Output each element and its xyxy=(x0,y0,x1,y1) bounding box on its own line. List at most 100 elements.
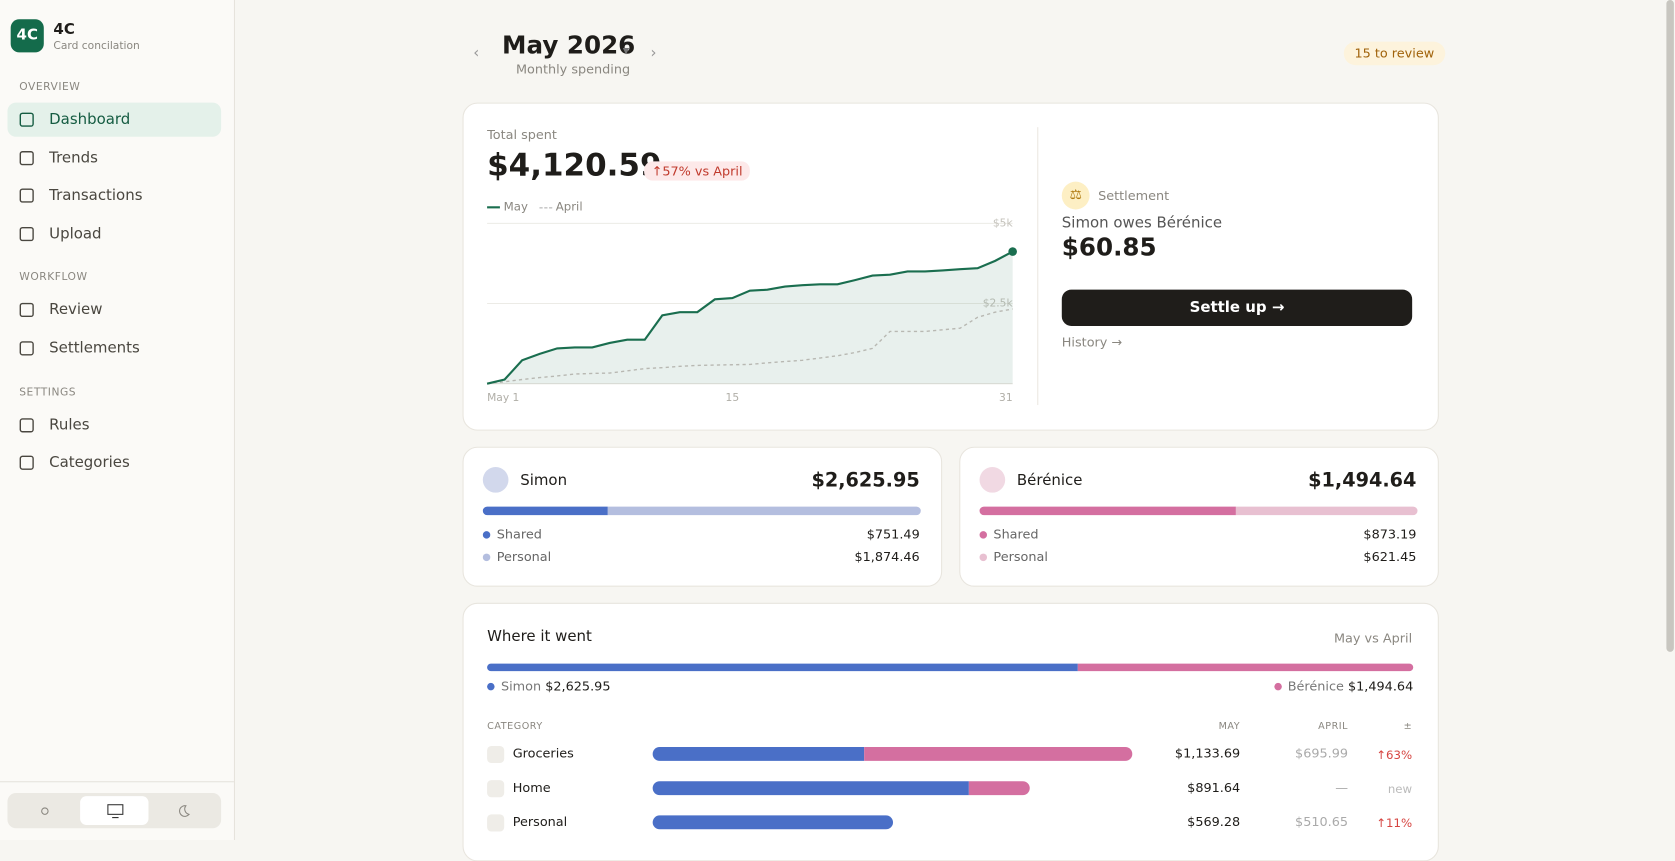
brand-subtitle: Card concilation xyxy=(53,40,140,53)
change-value: ↑11% xyxy=(1376,816,1413,831)
change-value: new xyxy=(1387,782,1413,797)
nav-label: Settlements xyxy=(49,339,140,357)
line-series xyxy=(486,250,1014,385)
next-month[interactable]: › xyxy=(650,44,657,62)
legend-label: April xyxy=(555,199,583,214)
end-point xyxy=(1008,247,1017,256)
theme-option-active[interactable] xyxy=(80,796,149,826)
prev-month[interactable]: ‹ xyxy=(473,44,480,62)
nav-icon xyxy=(19,226,34,241)
category-name: Home xyxy=(512,780,551,796)
sidebar: 4C 4C Card concilation xyxy=(0,0,236,840)
review-badge[interactable]: 15 to review xyxy=(1343,41,1445,66)
category-bar xyxy=(652,815,894,830)
split-legend: Simon $2,625.95 xyxy=(487,679,610,694)
person-card xyxy=(959,446,1439,587)
nav-item[interactable]: Dashboard xyxy=(7,102,222,137)
change-value: ↑63% xyxy=(1376,748,1413,762)
nav-label: Rules xyxy=(49,416,90,434)
legend: May April xyxy=(487,200,583,214)
row-label: Personal xyxy=(993,549,1048,565)
category-bar xyxy=(864,747,1133,761)
legend-total: $1,494.64 xyxy=(1347,678,1414,694)
divider xyxy=(0,781,234,783)
theme-switch xyxy=(7,792,222,829)
nav-label: Dashboard xyxy=(49,111,131,129)
settlement-text: Simon owes Bérénice xyxy=(1061,214,1223,232)
breakdown-title: Where it went xyxy=(487,628,592,646)
row-value: $621.45 xyxy=(1363,549,1417,565)
nav-item[interactable]: Trends xyxy=(7,141,221,175)
legend-dot xyxy=(482,531,491,539)
category-name: Personal xyxy=(512,814,568,830)
nav-icon xyxy=(19,341,34,356)
x-tick-label: 15 xyxy=(726,391,740,404)
nav-label: Review xyxy=(49,301,103,319)
nav-item[interactable]: Categories xyxy=(7,446,221,480)
split-legend: Bérénice $1,494.64 xyxy=(1273,678,1414,694)
summary-card xyxy=(462,102,1439,431)
divider xyxy=(1037,127,1039,406)
nav-item[interactable]: Upload xyxy=(7,217,221,251)
system-icon[interactable] xyxy=(107,804,124,819)
nav-item[interactable]: Transactions xyxy=(7,179,221,213)
month-title[interactable]: May 2026 xyxy=(502,32,636,60)
legend-dot xyxy=(487,682,495,691)
y-tick-label: $5k xyxy=(993,217,1014,230)
legend-name: Bérénice xyxy=(1287,678,1344,694)
section-title: WORKFLOW xyxy=(19,271,88,284)
nav-icon xyxy=(19,188,34,203)
person-name: Simon xyxy=(520,472,568,490)
settle-button[interactable]: Settle up → xyxy=(1061,289,1413,326)
column-header: MAY xyxy=(1218,721,1241,733)
row-label: Shared xyxy=(993,526,1039,542)
category-icon xyxy=(487,780,505,798)
area xyxy=(487,251,1013,384)
may-value: $569.28 xyxy=(1187,814,1241,830)
breakdown-compare: May vs April xyxy=(1333,630,1413,646)
change-badge: ↑57% vs April xyxy=(644,161,751,181)
section-title: SETTINGS xyxy=(19,386,77,399)
april-value: $695.99 xyxy=(1295,745,1349,761)
dark-icon[interactable] xyxy=(176,804,191,819)
nav-icon xyxy=(19,112,34,127)
light-icon[interactable] xyxy=(37,804,52,819)
legend-label: May xyxy=(503,199,528,214)
person-total: $1,494.64 xyxy=(1308,469,1417,492)
category-bar xyxy=(652,747,865,761)
nav-icon xyxy=(19,417,34,433)
share-bar xyxy=(482,506,609,516)
category-name: Groceries xyxy=(512,745,574,761)
legend-dot xyxy=(979,531,988,539)
avatar xyxy=(482,467,509,493)
settlement-amount: $60.85 xyxy=(1061,234,1157,262)
x-tick-label: 31 xyxy=(999,391,1013,404)
scrollbar[interactable] xyxy=(1666,0,1674,652)
person-name: Bérénice xyxy=(1016,472,1083,490)
nav-item[interactable]: Review xyxy=(7,293,221,327)
month-dropdown[interactable]: ▼ xyxy=(622,45,630,56)
nav-label: Categories xyxy=(49,454,130,472)
column-header: APRIL xyxy=(1318,721,1349,733)
split-bar xyxy=(1077,663,1414,672)
category-bar xyxy=(652,781,970,796)
legend-total: $2,625.95 xyxy=(545,678,611,694)
legend-dot xyxy=(1273,682,1282,691)
avatar xyxy=(979,467,1006,493)
settlement-label: Settlement xyxy=(1098,188,1170,204)
total-amount: $4,120.59 xyxy=(487,146,662,183)
row-value: $751.49 xyxy=(866,526,920,542)
nav-item[interactable]: Rules xyxy=(7,408,221,442)
nav-label: Transactions xyxy=(49,187,143,205)
y-tick-label: $2.5k xyxy=(983,297,1014,310)
nav-item[interactable]: Settlements xyxy=(7,331,221,365)
history-link[interactable]: History → xyxy=(1061,334,1123,350)
april-value: $510.65 xyxy=(1295,814,1349,830)
nav-label: Trends xyxy=(49,149,98,167)
nav-icon xyxy=(19,150,34,165)
total-label: Total spent xyxy=(487,127,557,143)
legend-dot xyxy=(979,553,988,562)
logo[interactable]: 4C xyxy=(10,19,44,53)
